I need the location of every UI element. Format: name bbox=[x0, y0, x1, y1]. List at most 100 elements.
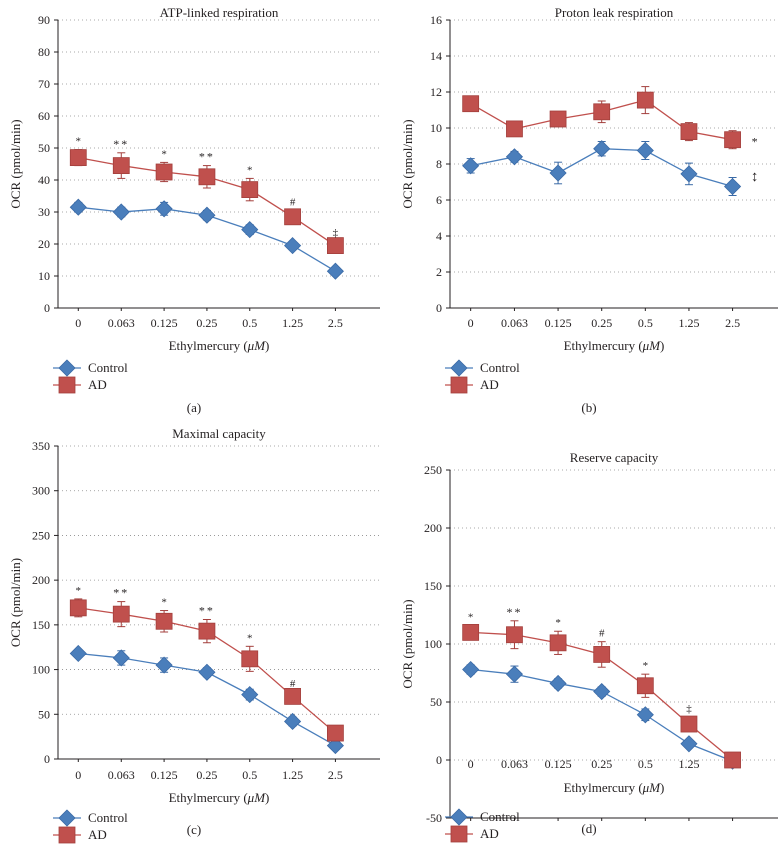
data-point-control bbox=[549, 164, 567, 182]
data-point-control bbox=[284, 712, 302, 731]
data-point-control bbox=[724, 177, 742, 196]
x-tick-label: 0.063 bbox=[108, 768, 135, 782]
x-tick-label: 0.5 bbox=[638, 757, 653, 771]
chart-panel-b: Proton leak respiration 0 2 4 6 8 10 12 14 16 0 0.0… bbox=[400, 5, 778, 415]
data-point-control bbox=[505, 148, 524, 166]
x-axis-label: Ethylmercury (μM) bbox=[564, 780, 665, 795]
y-tick-label: 14 bbox=[430, 49, 442, 63]
y-axis-label: OCR (pmol/min) bbox=[400, 119, 415, 208]
panel-label: (c) bbox=[187, 822, 201, 837]
data-point-ad bbox=[198, 168, 216, 186]
data-point-control bbox=[680, 735, 698, 753]
x-tick-label: 0.5 bbox=[242, 316, 257, 330]
data-point-control bbox=[462, 157, 480, 175]
significance-mark: ** bbox=[113, 137, 129, 151]
legend-item-control: Control bbox=[445, 359, 520, 377]
y-tick-label: 20 bbox=[38, 237, 50, 251]
legend-marker-ad bbox=[450, 825, 468, 843]
data-point-ad bbox=[680, 123, 698, 140]
chart-title: Maximal capacity bbox=[172, 426, 266, 441]
legend-marker-ad bbox=[58, 376, 76, 394]
data-point-control bbox=[112, 649, 130, 667]
significance-mark: ** bbox=[199, 603, 215, 617]
chart-title: Proton leak respiration bbox=[555, 5, 674, 20]
x-tick-label: 0.125 bbox=[545, 757, 572, 771]
data-point-control bbox=[636, 141, 654, 160]
significance-mark: * bbox=[643, 660, 649, 672]
x-axis-label: Ethylmercury (μM) bbox=[169, 790, 270, 805]
significance-mark: ↕ bbox=[751, 169, 759, 185]
data-point-ad bbox=[112, 157, 130, 175]
x-tick-label: 0.25 bbox=[196, 768, 217, 782]
data-point-control bbox=[549, 674, 567, 693]
significance-mark: * bbox=[161, 597, 167, 609]
panel-label: (b) bbox=[581, 400, 596, 415]
data-point-control bbox=[241, 221, 259, 239]
data-point-ad bbox=[69, 149, 87, 167]
significance-mark: ** bbox=[199, 150, 215, 164]
y-tick-label: 10 bbox=[430, 121, 442, 135]
y-tick-label: 2 bbox=[436, 265, 442, 279]
x-tick-label: 0.5 bbox=[242, 768, 257, 782]
y-tick-label: 8 bbox=[436, 157, 442, 171]
data-point-control bbox=[593, 140, 611, 158]
y-tick-label: 50 bbox=[430, 695, 442, 709]
data-point-control bbox=[198, 663, 216, 681]
y-axis-label: OCR (pmol/min) bbox=[400, 599, 415, 688]
data-point-ad bbox=[155, 163, 173, 181]
series-control bbox=[69, 198, 344, 280]
significance-mark: * bbox=[752, 135, 758, 149]
significance-mark: * bbox=[468, 611, 474, 623]
y-tick-label: 0 bbox=[44, 752, 50, 766]
data-point-control bbox=[155, 200, 173, 218]
data-point-ad bbox=[549, 110, 567, 128]
data-point-control bbox=[326, 737, 344, 755]
series-control bbox=[69, 644, 344, 755]
y-tick-label: 100 bbox=[424, 637, 442, 651]
data-point-ad bbox=[506, 626, 523, 644]
legend-item-ad: AD bbox=[53, 376, 107, 394]
data-point-control bbox=[284, 237, 302, 255]
significance-mark: * bbox=[247, 632, 253, 644]
chart-title: Reserve capacity bbox=[570, 450, 659, 465]
x-axis-label: Ethylmercury (μM) bbox=[169, 338, 270, 353]
series-ad bbox=[462, 86, 741, 150]
significance-mark: * bbox=[76, 136, 82, 148]
legend-label: AD bbox=[88, 827, 107, 842]
legend-item-control: Control bbox=[53, 359, 128, 377]
y-tick-label: 0 bbox=[436, 301, 442, 315]
legend-item-ad: AD bbox=[445, 825, 499, 843]
legend-label: Control bbox=[88, 810, 128, 825]
x-tick-label: 1.25 bbox=[678, 757, 699, 771]
x-tick-label: 0 bbox=[75, 316, 81, 330]
significance-mark: ** bbox=[506, 605, 522, 619]
legend-item-ad: AD bbox=[53, 826, 107, 844]
x-tick-label: 2.5 bbox=[328, 316, 343, 330]
data-point-ad bbox=[506, 120, 523, 138]
series-control bbox=[462, 660, 742, 770]
legend-marker-control bbox=[58, 359, 76, 377]
data-point-ad bbox=[462, 95, 480, 113]
y-axis-label: OCR (pmol/min) bbox=[8, 558, 23, 647]
significance-mark: * bbox=[76, 585, 82, 597]
data-point-control bbox=[155, 656, 173, 674]
y-tick-label: 4 bbox=[436, 229, 442, 243]
legend-label: AD bbox=[480, 826, 499, 841]
chart-panel-a: ATP-linked respiration 0 10 20 30 40 50 60 70 80 9… bbox=[8, 5, 380, 415]
x-axis-label: Ethylmercury (μM) bbox=[564, 338, 665, 353]
x-tick-label: 0 bbox=[468, 316, 474, 330]
data-point-ad bbox=[462, 624, 480, 641]
x-tick-label: 1.25 bbox=[678, 316, 699, 330]
chart-title: ATP-linked respiration bbox=[160, 5, 279, 20]
legend-label: Control bbox=[88, 360, 128, 375]
y-tick-label: 350 bbox=[32, 439, 50, 453]
x-tick-label: 0.063 bbox=[108, 316, 135, 330]
y-tick-label: 250 bbox=[32, 528, 50, 542]
data-point-ad bbox=[724, 131, 741, 149]
data-point-control bbox=[326, 262, 344, 280]
chart-panel-d: Reserve capacity -50 0 50 100 150 200 250 0 0.063… bbox=[400, 450, 778, 843]
y-tick-label: 70 bbox=[38, 77, 50, 91]
legend-marker-ad bbox=[58, 826, 76, 844]
y-tick-label: 80 bbox=[38, 45, 50, 59]
